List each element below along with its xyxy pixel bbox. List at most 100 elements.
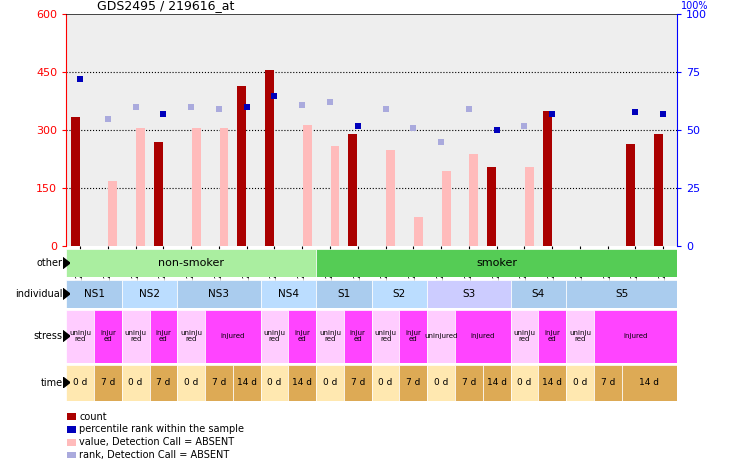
Text: uninju
red: uninju red [69,330,91,342]
Text: injur
ed: injur ed [155,330,171,342]
Bar [205,365,233,401]
Bar [233,365,261,401]
Text: S4: S4 [531,289,545,299]
Text: 0 d: 0 d [73,378,88,387]
Text: 0 d: 0 d [434,378,448,387]
Text: S1: S1 [337,289,350,299]
Text: 7 d: 7 d [461,378,476,387]
Bar [265,70,274,246]
Bar [538,365,566,401]
Bar [237,86,246,246]
Bar [121,365,149,401]
Text: individual: individual [15,289,63,299]
Bar [67,439,76,446]
Bar [470,154,478,246]
Bar [344,365,372,401]
Text: 0 d: 0 d [517,378,531,387]
Bar [622,365,677,401]
Text: 0 d: 0 d [184,378,199,387]
Text: injur
ed: injur ed [100,330,116,342]
Bar [427,310,455,363]
Polygon shape [63,257,70,269]
Text: uninju
red: uninju red [124,330,146,342]
Text: uninju
red: uninju red [263,330,286,342]
Bar [487,167,496,246]
Bar [289,365,316,401]
Text: NS4: NS4 [278,289,299,299]
Text: smoker: smoker [476,258,517,268]
Bar [149,310,177,363]
Polygon shape [63,377,70,388]
Bar [654,134,662,246]
Bar [316,365,344,401]
Bar [67,452,76,458]
Text: injur
ed: injur ed [350,330,366,342]
Bar [542,111,551,246]
Text: 7 d: 7 d [601,378,615,387]
Bar [219,128,228,246]
Text: 14 d: 14 d [486,378,506,387]
Text: uninjured: uninjured [425,333,458,339]
Bar [316,249,677,277]
Bar [400,365,427,401]
Bar [67,426,76,433]
Bar [455,365,483,401]
Text: S3: S3 [462,289,475,299]
Text: uninju
red: uninju red [319,330,341,342]
Bar [372,310,400,363]
Bar [483,365,511,401]
Text: injured: injured [470,333,495,339]
Text: injur
ed: injur ed [544,330,560,342]
Text: 0 d: 0 d [323,378,337,387]
Bar [348,134,357,246]
Bar [66,249,316,277]
Text: NS1: NS1 [83,289,105,299]
Bar [66,365,94,401]
Text: 0 d: 0 d [573,378,587,387]
Bar [566,280,677,308]
Bar [177,310,205,363]
Bar [372,280,427,308]
Text: uninju
red: uninju red [180,330,202,342]
Text: rank, Detection Call = ABSENT: rank, Detection Call = ABSENT [79,450,230,460]
Text: S2: S2 [393,289,406,299]
Bar [94,365,121,401]
Bar [455,310,511,363]
Bar [94,310,121,363]
Bar [594,365,622,401]
Bar [316,310,344,363]
Bar [302,125,312,246]
Bar [66,310,94,363]
Bar [261,280,316,308]
Text: GDS2495 / 219616_at: GDS2495 / 219616_at [96,0,234,12]
Text: 14 d: 14 d [237,378,257,387]
Bar [594,310,677,363]
Bar [414,218,422,246]
Text: 0 d: 0 d [378,378,393,387]
Bar [71,117,79,246]
Bar [154,142,163,246]
Text: 7 d: 7 d [350,378,365,387]
Bar [525,167,534,246]
Text: injur
ed: injur ed [294,330,310,342]
Text: NS2: NS2 [139,289,160,299]
Bar [121,280,177,308]
Bar [427,365,455,401]
Bar [136,128,145,246]
Text: 0 d: 0 d [267,378,282,387]
Text: uninju
red: uninju red [569,330,591,342]
Bar [427,280,511,308]
Bar [511,310,538,363]
Bar [538,310,566,363]
Text: 7 d: 7 d [212,378,226,387]
Text: injured: injured [623,333,648,339]
Text: 14 d: 14 d [640,378,659,387]
Bar [66,280,121,308]
Bar [386,150,395,246]
Text: 7 d: 7 d [156,378,171,387]
Text: other: other [37,258,63,268]
Bar [400,310,427,363]
Bar [344,310,372,363]
Text: 7 d: 7 d [101,378,115,387]
Text: count: count [79,411,107,422]
